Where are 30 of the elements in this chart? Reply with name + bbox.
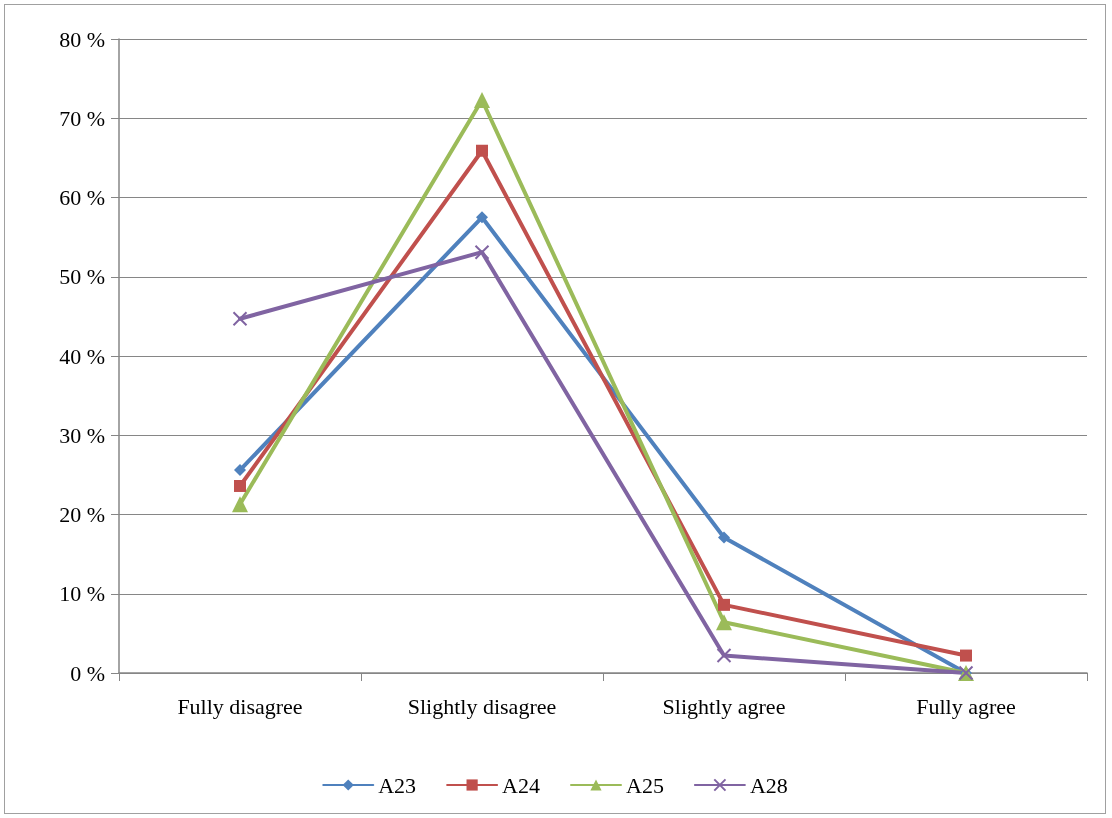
legend-label: A24 (502, 772, 540, 798)
x-tick-label: Slightly agree (662, 693, 786, 719)
y-tick-label: 20 % (59, 502, 105, 527)
legend-label: A25 (626, 772, 664, 798)
point (718, 531, 730, 544)
point (476, 211, 488, 224)
point (234, 464, 246, 477)
x-tick-label: Slightly disagree (407, 693, 557, 719)
y-tick-label: 10 % (59, 581, 105, 607)
legend-label: A23 (378, 772, 417, 798)
point (716, 648, 732, 664)
point (234, 479, 246, 492)
point (716, 614, 732, 631)
y-tick-label: 40 % (59, 343, 105, 369)
y-tick-label: 80 % (59, 26, 105, 52)
x-tick-label: Fully disagree (177, 693, 303, 719)
y-tick-label: 60 % (59, 185, 105, 210)
legend-label: A28 (749, 772, 788, 798)
point (476, 144, 488, 157)
point (474, 244, 490, 260)
x-tick-label: Fully agree (916, 693, 1016, 719)
y-tick-label: 0 % (70, 660, 105, 686)
y-tick-label: 50 % (59, 264, 105, 290)
point (718, 598, 730, 611)
point (474, 92, 490, 109)
point (232, 496, 248, 513)
point (960, 649, 972, 662)
y-tick-label: 70 % (59, 105, 105, 131)
point (232, 311, 248, 327)
y-tick-label: 30 % (59, 422, 105, 448)
